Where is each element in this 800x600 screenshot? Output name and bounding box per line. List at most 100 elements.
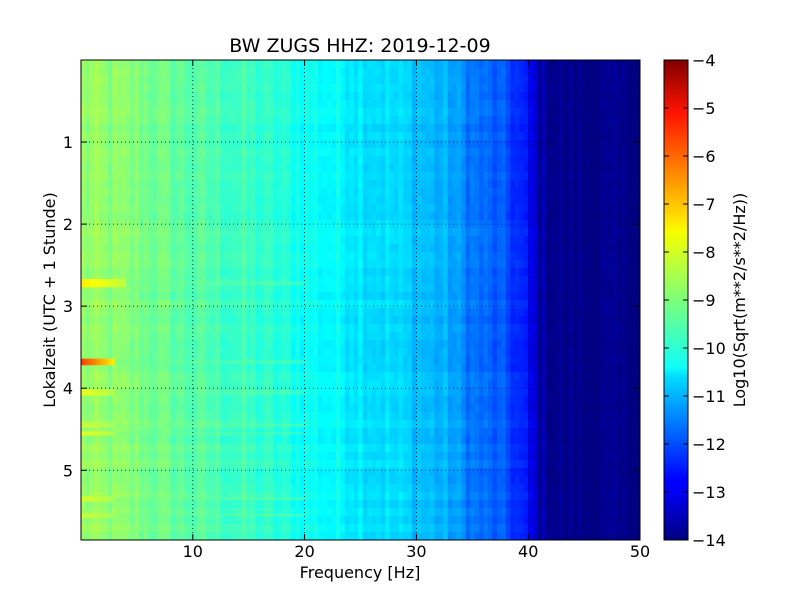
heatmap-cell xyxy=(429,148,435,157)
heatmap-cell xyxy=(148,164,154,173)
heatmap-cell xyxy=(595,204,601,213)
heatmap-cell xyxy=(429,300,435,309)
heatmap-cell xyxy=(85,348,91,357)
heatmap-cell xyxy=(241,84,248,93)
heatmap-cell xyxy=(192,364,198,373)
heatmap-cell xyxy=(416,356,422,365)
heatmap-cell xyxy=(224,124,230,133)
heatmap-cell xyxy=(465,92,471,101)
heatmap-cell xyxy=(496,364,502,373)
heatmap-cell xyxy=(546,340,552,349)
heatmap-cell xyxy=(487,132,494,141)
heatmap-cell xyxy=(487,228,494,237)
heatmap-cell xyxy=(452,100,458,109)
heatmap-cell xyxy=(331,364,337,373)
heatmap-cell xyxy=(107,196,113,205)
heatmap-cell xyxy=(206,92,212,101)
heatmap-cell xyxy=(608,140,614,149)
heatmap-cell xyxy=(103,204,109,213)
heatmap-cell xyxy=(224,308,230,317)
heatmap-cell xyxy=(438,276,444,285)
heatmap-cell xyxy=(456,228,462,237)
heatmap-cell xyxy=(389,260,395,269)
heatmap-cell xyxy=(595,76,601,85)
heatmap-cell xyxy=(608,340,614,349)
heatmap-cell xyxy=(501,204,507,213)
heatmap-cell xyxy=(103,172,109,181)
heatmap-cell xyxy=(496,260,502,269)
heatmap-cell xyxy=(157,316,163,325)
heatmap-cell xyxy=(192,60,198,69)
heatmap-cell xyxy=(228,204,234,213)
heatmap-cell xyxy=(94,84,100,93)
heatmap-cell xyxy=(555,164,561,173)
heatmap-cell xyxy=(581,140,587,149)
heatmap-cell xyxy=(152,188,158,197)
heatmap-cell xyxy=(344,68,350,77)
heatmap-cell xyxy=(622,348,628,357)
heatmap-cell xyxy=(394,116,400,125)
heatmap-cell xyxy=(599,92,605,101)
heatmap-cell xyxy=(470,204,476,213)
heatmap-cell xyxy=(546,180,552,189)
heatmap-cell xyxy=(304,76,310,85)
heatmap-cell xyxy=(219,92,225,101)
heatmap-cell xyxy=(174,268,180,277)
heatmap-cell xyxy=(85,76,91,85)
heatmap-cell xyxy=(304,292,310,301)
heatmap-cell xyxy=(479,268,485,277)
heatmap-cell xyxy=(268,268,274,277)
heatmap-cell xyxy=(103,212,109,221)
heatmap-cell xyxy=(411,116,417,125)
heatmap-cell xyxy=(295,292,301,301)
heatmap-cell xyxy=(98,308,104,317)
heatmap-cell xyxy=(586,348,592,357)
heatmap-cell xyxy=(210,364,216,373)
heatmap-cell xyxy=(286,60,292,69)
heatmap-cell xyxy=(344,260,350,269)
heatmap-cell xyxy=(125,148,131,157)
heatmap-cell xyxy=(514,260,520,269)
heatmap-cell xyxy=(188,76,194,85)
heatmap-cell xyxy=(286,124,292,133)
heatmap-cell xyxy=(282,364,288,373)
heatmap-cell xyxy=(259,132,265,141)
heatmap-cell xyxy=(483,148,489,157)
heatmap-cell xyxy=(157,204,163,213)
heatmap-cell xyxy=(483,132,489,141)
heatmap-cell xyxy=(322,180,328,189)
heatmap-cell xyxy=(300,220,306,229)
heatmap-cell xyxy=(255,180,261,189)
heatmap-cell xyxy=(411,244,417,253)
heatmap-cell xyxy=(617,68,623,77)
heatmap-cell xyxy=(519,284,525,293)
heatmap-cell xyxy=(255,260,261,269)
heatmap-cell xyxy=(237,60,243,69)
heatmap-cell xyxy=(358,196,364,205)
heatmap-cell xyxy=(496,140,502,149)
heatmap-cell xyxy=(219,284,225,293)
heatmap-cell xyxy=(331,124,337,133)
heatmap-cell xyxy=(300,364,306,373)
heatmap-cell xyxy=(237,124,243,133)
heatmap-cell xyxy=(604,252,610,261)
heatmap-cell xyxy=(192,164,198,173)
heatmap-cell xyxy=(241,364,248,373)
heatmap-cell xyxy=(121,164,127,173)
heatmap-cell xyxy=(550,60,556,69)
heatmap-cell xyxy=(617,292,623,301)
heatmap-cell xyxy=(322,156,328,165)
heatmap-cell xyxy=(197,156,203,165)
heatmap-cell xyxy=(581,116,587,125)
heatmap-cell xyxy=(608,324,614,333)
heatmap-cell xyxy=(165,244,172,253)
heatmap-cell xyxy=(291,140,297,149)
heatmap-cell xyxy=(197,356,203,365)
heatmap-cell xyxy=(268,244,274,253)
heatmap-cell xyxy=(563,124,570,133)
heatmap-cell xyxy=(237,212,243,221)
heatmap-cell xyxy=(170,364,176,373)
heatmap-cell xyxy=(487,292,494,301)
heatmap-cell xyxy=(89,188,96,197)
heatmap-cell xyxy=(371,196,377,205)
